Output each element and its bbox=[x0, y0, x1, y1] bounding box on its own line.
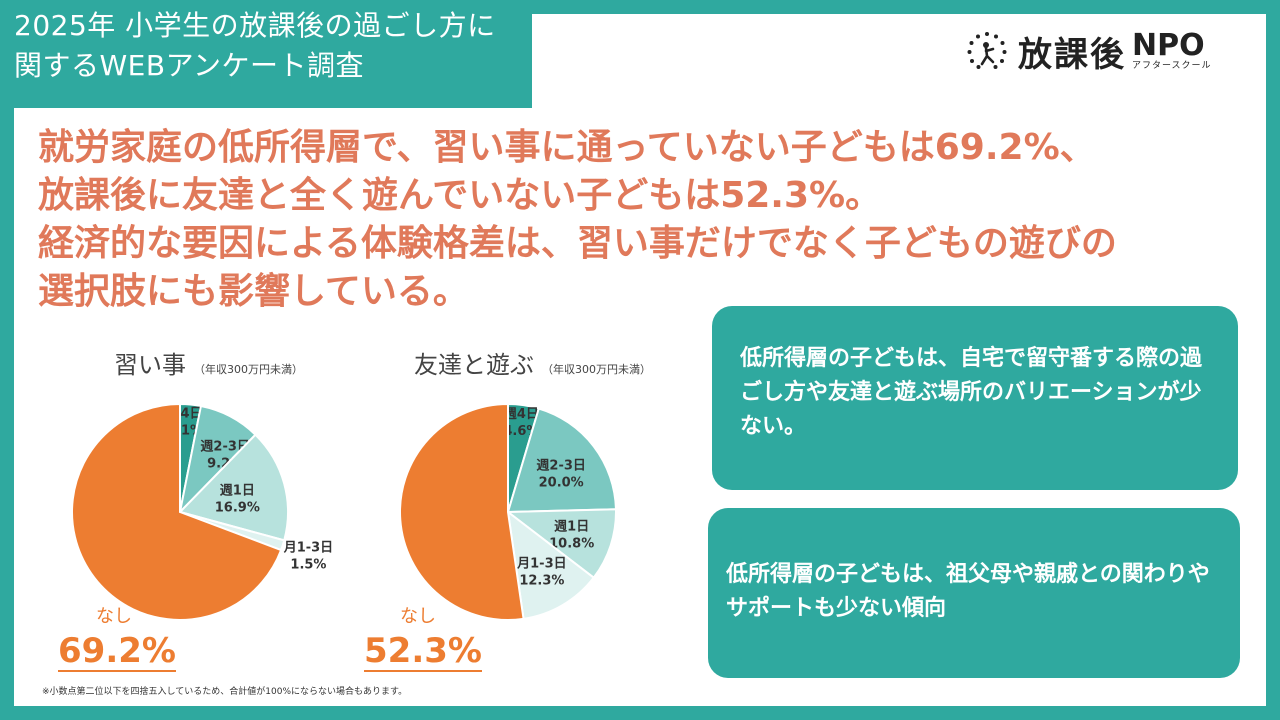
headline-line-2: 放課後に友達と全く遊んでいない子どもは52.3%。 bbox=[38, 175, 882, 216]
pie-subtitle-lessons: （年収300万円未満） bbox=[194, 363, 303, 376]
pie-title-friends: 友達と遊ぶ （年収300万円未満） bbox=[414, 345, 651, 380]
title-banner: 2025年 小学生の放課後の過ごし方に関するWEBアンケート調査 bbox=[0, 0, 532, 108]
callout-2-text: 低所得層の子どもは、祖父母や親戚との関わりやサポートも少ない傾向 bbox=[726, 562, 1210, 621]
logo: 放課後 NPO アフタースクール bbox=[966, 26, 1246, 76]
headline-line-3: 経済的な要因による体験格差は、習い事だけでなく子どもの遊びの bbox=[38, 223, 1117, 264]
pie-title-friends-text: 友達と遊ぶ bbox=[414, 351, 534, 379]
none-value-lessons: 69.2% bbox=[58, 631, 176, 672]
headline: 就労家庭の低所得層で、習い事に通っていない子どもは69.2%、 放課後に友達と全… bbox=[38, 124, 1258, 316]
none-value-friends: 52.3% bbox=[364, 631, 482, 672]
pie-label-name-lessons-3: 月1-3日 bbox=[283, 541, 334, 556]
pie-slice-lessons-2 bbox=[178, 433, 289, 542]
pie-title-lessons: 習い事 （年収300万円未満） bbox=[114, 345, 303, 380]
logo-npo: NPO アフタースクール bbox=[1132, 27, 1212, 72]
pie-title-lessons-text: 習い事 bbox=[114, 351, 186, 379]
none-label-lessons: なし bbox=[96, 606, 132, 627]
callout-1: 低所得層の子どもは、自宅で留守番する際の過ごし方や友達と遊ぶ場所のバリエーション… bbox=[712, 306, 1238, 490]
callout-2: 低所得層の子どもは、祖父母や親戚との関わりやサポートも少ない傾向 bbox=[708, 508, 1240, 678]
pie-label-name-lessons-2: 週1日 bbox=[220, 483, 255, 498]
pie-label-name-lessons-1: 週2-3日 bbox=[200, 440, 250, 455]
pie-slice-friends-1 bbox=[506, 407, 617, 514]
pie-label-name-friends-2: 週1日 bbox=[554, 520, 589, 535]
pie-label-name-friends-1: 週2-3日 bbox=[536, 458, 586, 473]
pie-subtitle-friends: （年収300万円未満） bbox=[542, 363, 651, 376]
logo-sub-text: アフタースクール bbox=[1132, 60, 1212, 71]
logo-npo-text: NPO bbox=[1132, 27, 1205, 63]
headline-line-1: 就労家庭の低所得層で、習い事に通っていない子どもは69.2%、 bbox=[38, 127, 1096, 168]
pie-slice-lessons-4 bbox=[71, 402, 283, 621]
pie-label-value-friends-2: 10.8% bbox=[549, 537, 594, 552]
logo-main-text: 放課後 bbox=[1018, 34, 1126, 75]
pie-slice-friends-4 bbox=[399, 402, 525, 621]
none-label-friends: なし bbox=[400, 606, 436, 627]
pie-label-name-friends-3: 月1-3日 bbox=[516, 557, 567, 572]
pie-slice-friends-3 bbox=[506, 509, 596, 621]
pie-label-value-lessons-3: 1.5% bbox=[290, 558, 326, 573]
callout-1-text: 低所得層の子どもは、自宅で留守番する際の過ごし方や友達と遊ぶ場所のバリエーション… bbox=[740, 346, 1203, 439]
pie-label-value-friends-1: 20.0% bbox=[539, 475, 584, 490]
headline-line-4: 選択肢にも影響している。 bbox=[38, 271, 469, 312]
survey-title: 2025年 小学生の放課後の過ごし方に関するWEBアンケート調査 bbox=[14, 9, 496, 82]
pie-label-name-friends-0: 週4日 bbox=[504, 407, 539, 422]
pie-label-value-friends-3: 12.3% bbox=[519, 574, 564, 589]
clock-figure-icon bbox=[967, 32, 1007, 69]
footnote: ※小数点第二位以下を四捨五入しているため、合計値が100%にならない場合もありま… bbox=[42, 687, 408, 697]
pie-slice-friends-2 bbox=[505, 508, 617, 580]
pie-label-value-lessons-2: 16.9% bbox=[215, 500, 260, 515]
